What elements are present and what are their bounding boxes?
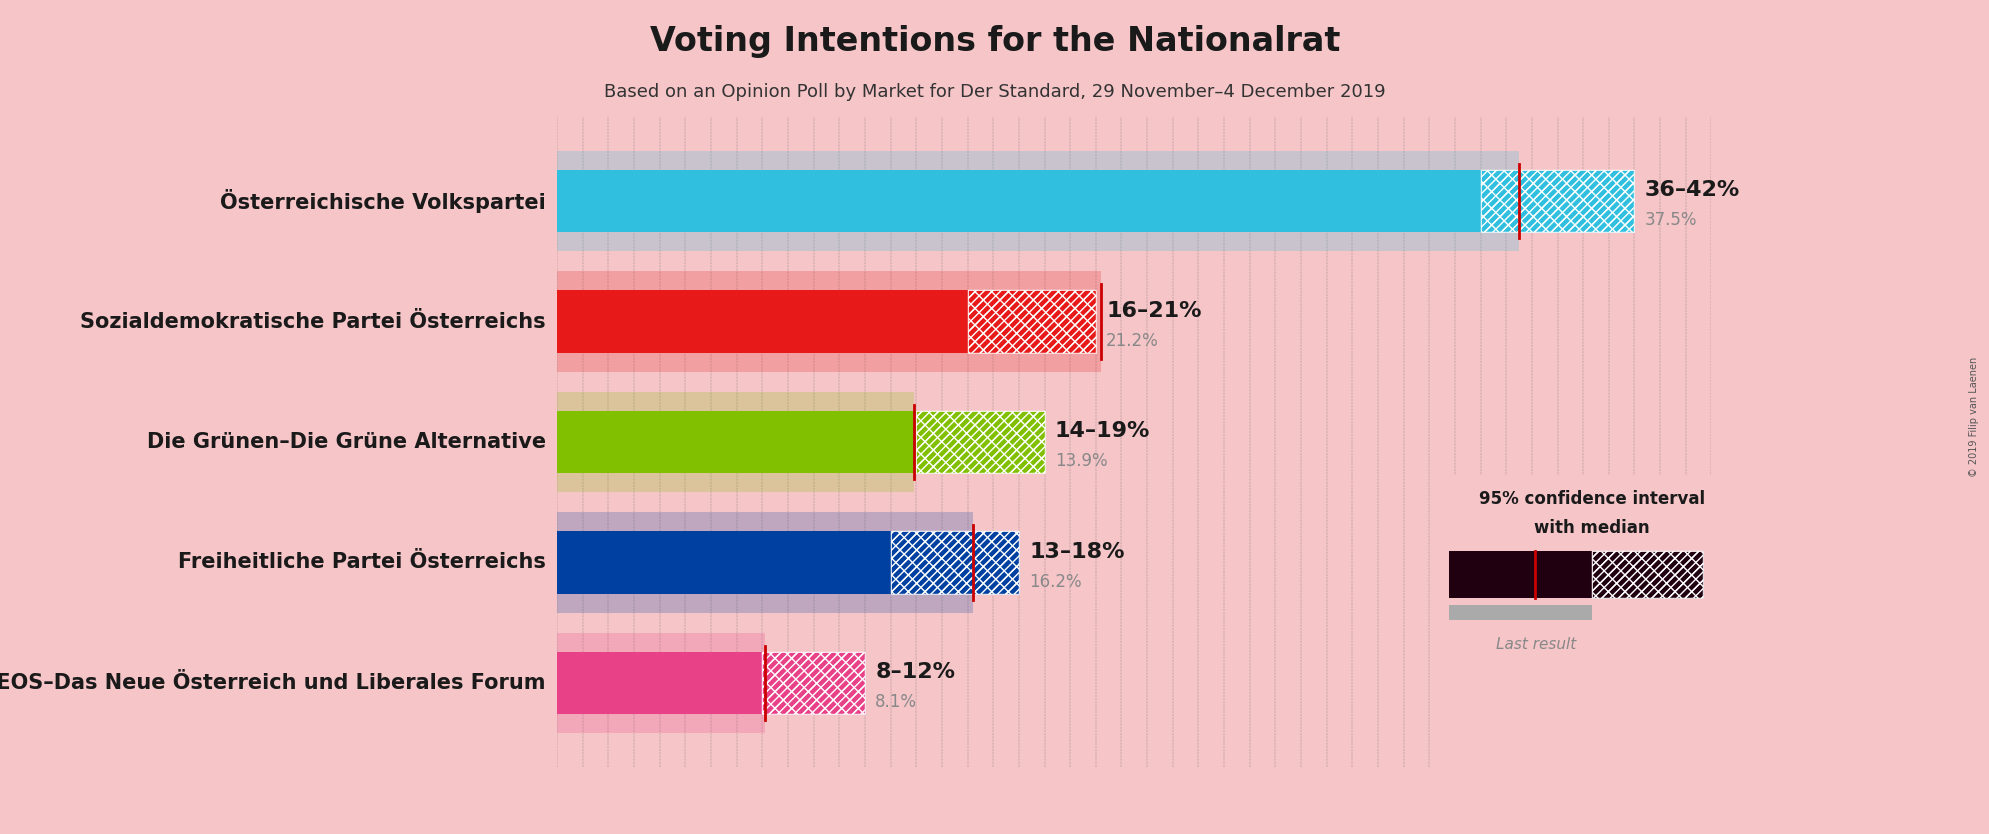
Text: 36–42%: 36–42% — [1643, 180, 1738, 200]
Bar — [557, 170, 1480, 233]
Bar — [557, 151, 1518, 251]
Text: Based on an Opinion Poll by Market for Der Standard, 29 November–4 December 2019: Based on an Opinion Poll by Market for D… — [605, 83, 1384, 102]
Text: 95% confidence interval: 95% confidence interval — [1478, 490, 1705, 508]
Text: 8–12%: 8–12% — [875, 662, 955, 682]
Bar — [557, 410, 915, 474]
Bar — [967, 290, 1096, 353]
Bar — [557, 290, 967, 353]
Bar — [891, 531, 1018, 594]
Bar — [1480, 170, 1633, 233]
Bar — [891, 531, 1018, 594]
Bar — [915, 410, 1044, 474]
Bar — [557, 271, 1100, 372]
Bar — [915, 410, 1044, 474]
Text: Voting Intentions for the Nationalrat: Voting Intentions for the Nationalrat — [650, 25, 1339, 58]
Text: NEOS–Das Neue Österreich und Liberales Forum: NEOS–Das Neue Österreich und Liberales F… — [0, 673, 545, 693]
Text: with median: with median — [1534, 519, 1649, 537]
Text: Österreichische Volkspartei: Österreichische Volkspartei — [221, 189, 545, 213]
Bar — [967, 290, 1096, 353]
Bar — [1591, 551, 1703, 598]
Text: 16–21%: 16–21% — [1106, 301, 1201, 321]
Text: Sozialdemokratische Partei Österreichs: Sozialdemokratische Partei Österreichs — [80, 312, 545, 332]
Text: Die Grünen–Die Grüne Alternative: Die Grünen–Die Grüne Alternative — [147, 432, 545, 452]
Bar — [762, 651, 865, 714]
Text: 21.2%: 21.2% — [1106, 332, 1158, 349]
Text: Freiheitliche Partei Österreichs: Freiheitliche Partei Österreichs — [177, 552, 545, 572]
Text: 37.5%: 37.5% — [1643, 211, 1697, 229]
Text: 14–19%: 14–19% — [1054, 421, 1150, 441]
Text: 8.1%: 8.1% — [875, 693, 917, 711]
Text: Last result: Last result — [1496, 637, 1575, 652]
Text: 13.9%: 13.9% — [1054, 452, 1106, 470]
Bar — [1480, 170, 1633, 233]
Text: © 2019 Filip van Laenen: © 2019 Filip van Laenen — [1967, 357, 1979, 477]
Bar — [557, 512, 973, 613]
Bar — [557, 531, 891, 594]
Text: 16.2%: 16.2% — [1028, 573, 1082, 590]
Bar — [762, 651, 865, 714]
Bar — [1448, 551, 1591, 598]
Bar — [557, 633, 764, 733]
Text: 13–18%: 13–18% — [1028, 541, 1124, 561]
Bar — [557, 392, 913, 492]
Bar — [557, 651, 762, 714]
Bar — [1448, 605, 1591, 620]
Bar — [1591, 551, 1703, 598]
